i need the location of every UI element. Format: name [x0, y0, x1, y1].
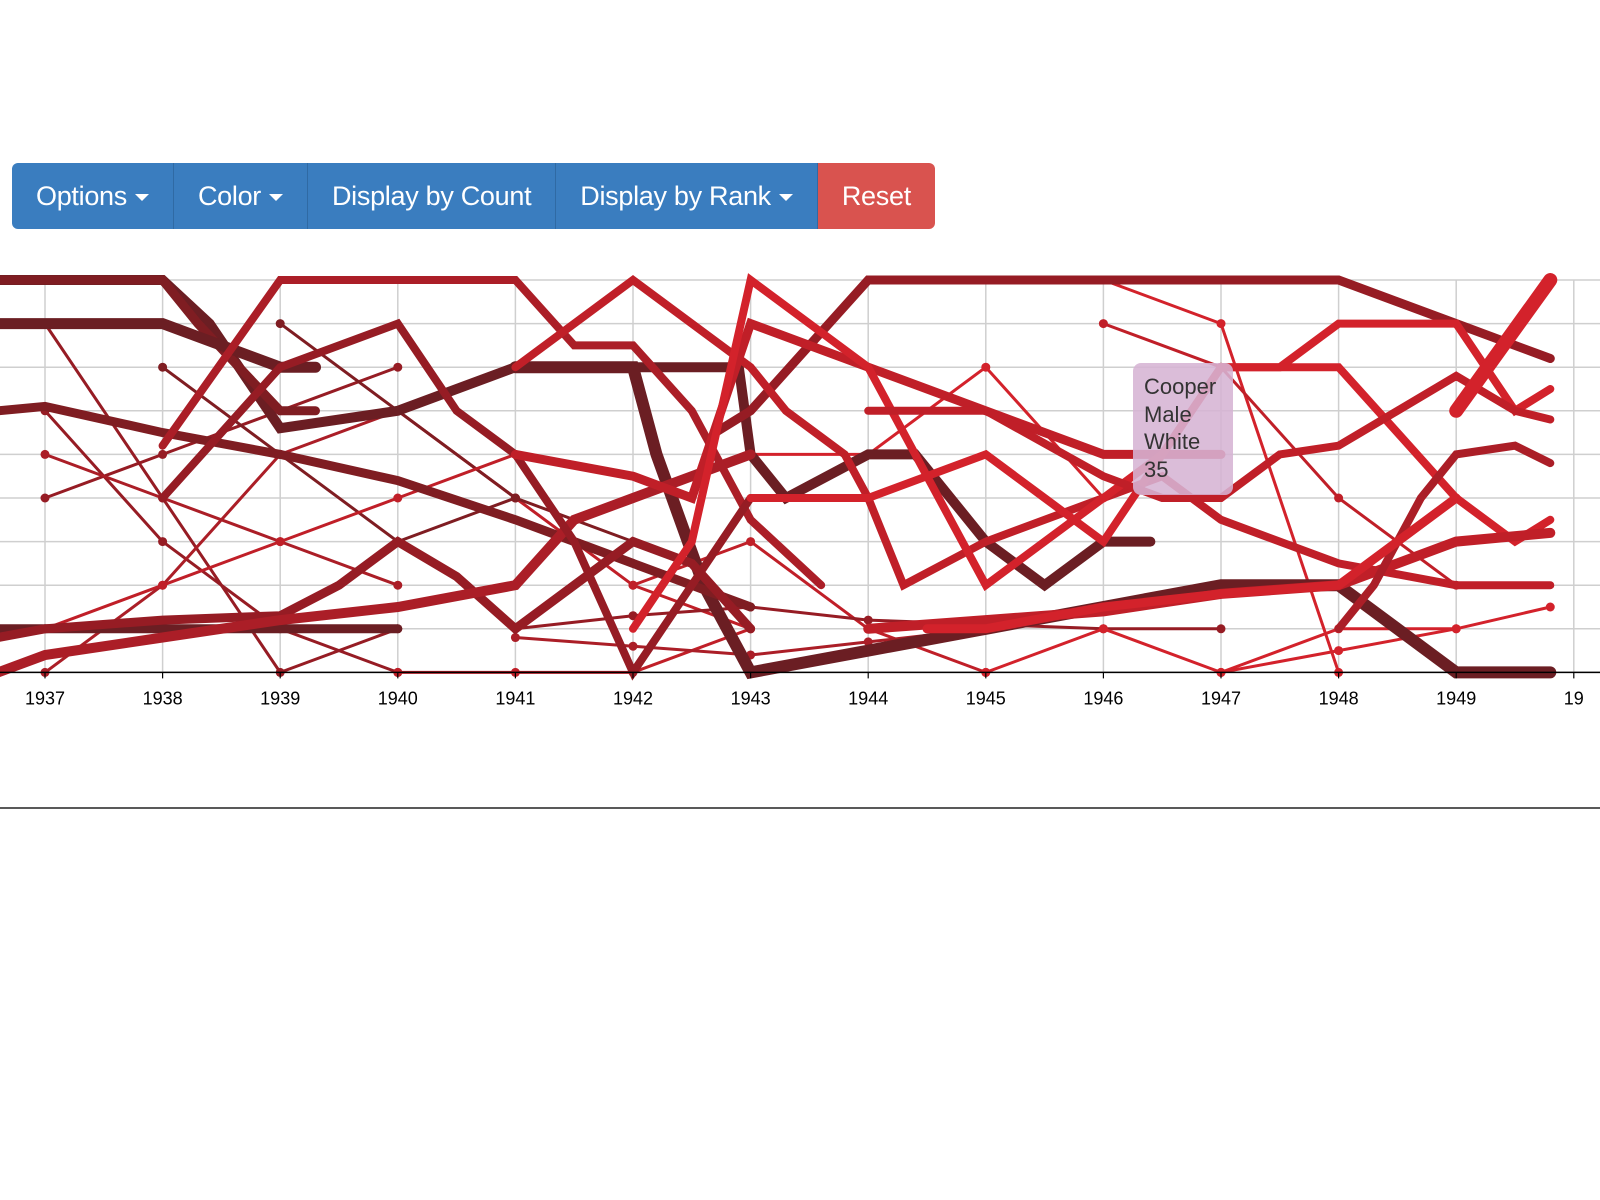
x-tick-label: 1944 [848, 688, 888, 708]
data-point [158, 362, 168, 372]
x-tick-label: 1943 [731, 688, 771, 708]
display-by-rank-dropdown-button[interactable]: Display by Rank [556, 163, 818, 229]
tooltip-race: White [1144, 429, 1201, 454]
series-line-thin [161, 365, 516, 544]
series-line [158, 276, 826, 590]
color-label: Color [197, 180, 261, 211]
data-point [981, 362, 991, 372]
x-tick-label: 1940 [378, 688, 418, 708]
data-point [628, 641, 638, 651]
x-tick-label: 1948 [1319, 688, 1359, 708]
data-point [40, 493, 50, 503]
series-line [511, 275, 1555, 591]
data-point [1451, 624, 1461, 634]
x-tick-label: 19 [1564, 688, 1584, 708]
options-label: Options [36, 180, 127, 211]
display-by-rank-label: Display by Rank [580, 180, 771, 211]
data-point [510, 493, 520, 503]
series-line-thin [279, 322, 634, 544]
x-tick-label: 1949 [1436, 688, 1476, 708]
data-point [158, 580, 168, 590]
x-tick-label: 1945 [966, 688, 1006, 708]
series-line-thin [43, 322, 399, 674]
series-line [0, 318, 321, 373]
series-line-thin [1220, 605, 1551, 674]
series-line [0, 275, 320, 416]
data-point [393, 362, 403, 372]
series-lines [0, 273, 1558, 681]
caret-down-icon [268, 194, 283, 201]
tooltip-value: 35 [1144, 456, 1169, 482]
series-line [922, 493, 1461, 634]
data-point [275, 537, 285, 547]
data-point [1098, 319, 1108, 329]
series-line [710, 275, 1555, 438]
x-tick-label: 1939 [260, 688, 300, 708]
data-point [1216, 624, 1226, 634]
series-line [0, 536, 756, 642]
x-tick-label: 1947 [1201, 688, 1241, 708]
toolbar: Options Color Display by Count Display b… [12, 163, 935, 229]
data-point [1216, 319, 1226, 329]
data-point [393, 580, 403, 590]
data-point [158, 449, 168, 459]
data-point [1545, 602, 1555, 612]
data-point [1098, 624, 1108, 634]
x-tick-label: 1941 [495, 688, 535, 708]
tooltip-gender: Male [1144, 401, 1192, 427]
reset-label: Reset [841, 180, 911, 211]
options-dropdown-button[interactable]: Options [12, 163, 174, 229]
data-point [1334, 493, 1344, 503]
series-line [510, 317, 1226, 504]
x-tick-label: 1937 [25, 688, 65, 708]
x-tick-label: 1938 [143, 688, 183, 708]
data-point [158, 537, 168, 547]
caret-down-icon [134, 194, 149, 201]
reset-button[interactable]: Reset [817, 163, 935, 229]
caret-down-icon [778, 194, 793, 201]
data-point [628, 580, 638, 590]
color-dropdown-button[interactable]: Color [173, 163, 308, 229]
tooltip-name: Cooper [1144, 374, 1217, 399]
data-point [628, 611, 638, 621]
data-point [510, 633, 520, 643]
series-line [1449, 273, 1558, 418]
x-tick-label: 1946 [1083, 688, 1123, 708]
data-point [863, 615, 873, 625]
series-line [629, 273, 1555, 633]
display-by-count-label: Display by Count [331, 180, 532, 211]
series-line [1334, 441, 1555, 633]
display-by-count-button[interactable]: Display by Count [307, 163, 557, 229]
data-point [275, 319, 285, 329]
data-point [1334, 646, 1344, 656]
x-tick-label: 1942 [613, 688, 653, 708]
series-line [0, 449, 756, 677]
data-point [393, 493, 403, 503]
hover-tooltip: Cooper Male White 35 [1133, 363, 1233, 495]
x-axis: 1937 1938 1939 1940 1941 1942 1943 1944 1945 1946… [0, 671, 1600, 708]
data-point [746, 537, 756, 547]
data-point [40, 449, 50, 459]
